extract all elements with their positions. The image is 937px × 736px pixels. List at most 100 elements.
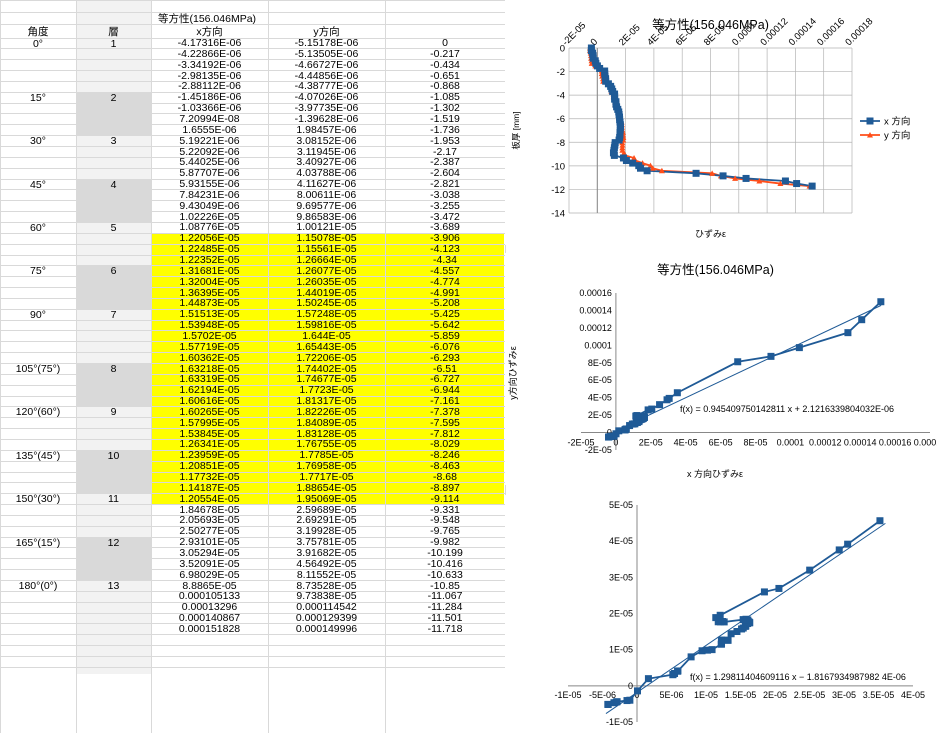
data-point bbox=[626, 696, 634, 704]
x-strain-cell: 0.000140867 bbox=[178, 612, 241, 625]
y-axis-label: 板厚 [mm] bbox=[511, 111, 521, 149]
row-gridline bbox=[0, 48, 505, 50]
thickness-cell: -10.633 bbox=[427, 568, 463, 581]
data-point bbox=[633, 412, 641, 420]
x-strain-cell: 9.43049E-06 bbox=[179, 199, 240, 212]
y-strain-cell: 1.76958E-05 bbox=[296, 460, 357, 473]
data-point bbox=[716, 611, 724, 619]
row-gridline bbox=[0, 24, 505, 26]
data-point bbox=[656, 401, 664, 409]
x-strain-cell: 1.84678E-05 bbox=[179, 503, 240, 516]
y-strain-cell: -4.66727E-06 bbox=[294, 58, 359, 71]
x-strain-cell: 3.05294E-05 bbox=[179, 546, 240, 559]
thickness-cell: -0.651 bbox=[430, 69, 460, 82]
x-strain-cell: -2.98135E-06 bbox=[177, 69, 242, 82]
x-tick-label: -5E-06 bbox=[589, 690, 616, 700]
x-strain-cell: 1.20851E-05 bbox=[179, 460, 240, 473]
layer-cell: 1 bbox=[110, 37, 117, 50]
chart-x-vs-y-strain-zoom[interactable]: -1E-05 -5E-06 0 5E-06 1E-05 1.5E-05 2E-05 2.5E-… bbox=[505, 495, 937, 733]
layer-group-shade bbox=[77, 493, 151, 537]
thickness-cell: -9.982 bbox=[430, 536, 460, 549]
x-strain-cell: 1.6555E-06 bbox=[182, 123, 237, 136]
layer-group-shade bbox=[77, 37, 151, 92]
y-tick-label: 1E-05 bbox=[609, 645, 633, 655]
data-point bbox=[876, 517, 884, 525]
x-point bbox=[610, 151, 618, 159]
highlight-region bbox=[152, 232, 504, 505]
x-strain-cell: 1.31681E-05 bbox=[179, 264, 240, 277]
thickness-cell: -9.114 bbox=[430, 492, 460, 505]
x-tick-label: 2E-05 bbox=[617, 22, 643, 48]
row-gridline bbox=[0, 514, 505, 516]
thickness-cell: -10.416 bbox=[427, 557, 463, 570]
x-point bbox=[596, 64, 604, 72]
y-strain-cell: 2.59689E-05 bbox=[296, 503, 357, 516]
row-gridline bbox=[0, 308, 505, 310]
thickness-cell: 0 bbox=[442, 37, 448, 49]
row-gridline bbox=[0, 319, 505, 321]
x-strain-cell: 2.93101E-05 bbox=[179, 536, 240, 549]
row-gridline bbox=[0, 666, 505, 668]
thickness-cell: -5.425 bbox=[430, 308, 460, 321]
y-strain-cell: 1.74402E-05 bbox=[296, 362, 357, 375]
thickness-cell: -2.17 bbox=[433, 145, 457, 158]
y-tick-label: 0 bbox=[628, 681, 633, 691]
x-strain-cell: 3.52091E-05 bbox=[179, 557, 240, 570]
row-gridline bbox=[0, 580, 505, 581]
layer-cell: 9 bbox=[110, 406, 117, 419]
x-strain-cell: 1.17732E-05 bbox=[179, 471, 240, 483]
y-strain-cell: 1.88654E-05 bbox=[296, 481, 357, 494]
layer-cell: 6 bbox=[110, 265, 117, 278]
x-strain-cell: -4.17316E-06 bbox=[177, 37, 242, 49]
thickness-cell: -11.501 bbox=[427, 612, 463, 625]
x-strain-cell: 1.63218E-05 bbox=[179, 362, 240, 375]
row-gridline bbox=[0, 504, 505, 506]
data-point bbox=[795, 344, 803, 352]
y-strain-cell: 1.7785E-05 bbox=[299, 449, 354, 462]
header-x: x方向 bbox=[196, 25, 223, 38]
y-strain-cell: 1.644E-05 bbox=[302, 329, 351, 342]
layer-cell: 2 bbox=[110, 91, 117, 104]
y-strain-cell: 1.7723E-05 bbox=[299, 384, 354, 397]
row-gridline bbox=[0, 634, 505, 636]
trendline-equation: f(x) = 0.945409750142811 x + 2.121633980… bbox=[680, 404, 894, 414]
angle-cell: 180°(0°) bbox=[18, 580, 58, 592]
x-tick-label: 1E-05 bbox=[694, 690, 718, 700]
row-gridline bbox=[0, 406, 505, 408]
y-tick-label: -4 bbox=[557, 91, 565, 102]
x-strain-cell: -1.45186E-06 bbox=[177, 91, 242, 104]
y-tick-label: -1E-05 bbox=[606, 717, 633, 727]
thickness-cell: -9.765 bbox=[430, 525, 460, 538]
thickness-cell: -5.642 bbox=[430, 319, 460, 332]
x-strain-cell: 2.05693E-05 bbox=[179, 514, 240, 527]
x-strain-cell: 7.20994E-08 bbox=[179, 112, 240, 125]
chart-svg: -1E-05 -5E-06 0 5E-06 1E-05 1.5E-05 2E-05 2.5E-… bbox=[554, 500, 925, 727]
chart-x-vs-y-strain[interactable]: 等方性(156.046MPa) -2E-05 0 2E-05 4E-05 6E-05 8E-… bbox=[505, 253, 937, 485]
y-strain-cell: 1.26664E-05 bbox=[296, 254, 357, 266]
thickness-cell: -10.85 bbox=[430, 579, 460, 592]
x-point bbox=[636, 164, 644, 172]
header-y: y方向 bbox=[313, 25, 340, 38]
thickness-cell: -8.246 bbox=[430, 449, 460, 462]
x-tick-label: 0.00018 bbox=[843, 16, 875, 48]
thickness-cell: -6.727 bbox=[430, 373, 460, 386]
x-strain-cell: 0.000105133 bbox=[178, 590, 241, 603]
row-gridline bbox=[0, 254, 505, 256]
chart-thickness-strain[interactable]: 等方性(156.046MPa) -2E-05 0 2E-05 4E-05 6E-05 8E-… bbox=[505, 0, 937, 245]
y-point bbox=[709, 170, 716, 176]
row-gridline bbox=[0, 645, 505, 647]
x-strain-cell: 1.5702E-05 bbox=[182, 329, 237, 342]
x-strain-cell: 1.57995E-05 bbox=[179, 416, 240, 429]
data-point bbox=[712, 614, 720, 622]
row-gridline bbox=[0, 37, 505, 39]
x-tick-label: 0.0001 bbox=[777, 438, 805, 448]
x-strain-cell: 1.22056E-05 bbox=[179, 232, 240, 245]
x-tick-label: 1.5E-05 bbox=[725, 690, 757, 700]
y-strain-cell: 3.19928E-05 bbox=[296, 525, 357, 538]
thickness-cell: -7.161 bbox=[430, 395, 460, 408]
spreadsheet-area: 等方性(156.046MPa) 角度層 x方向 y方向 0° 15° 30° 45° 60° 75… bbox=[0, 0, 506, 733]
row-gridline bbox=[0, 341, 505, 343]
y-strain-cell: -4.38777E-06 bbox=[294, 80, 359, 93]
data-point bbox=[708, 646, 716, 654]
thickness-cell: -4.34 bbox=[433, 254, 457, 266]
